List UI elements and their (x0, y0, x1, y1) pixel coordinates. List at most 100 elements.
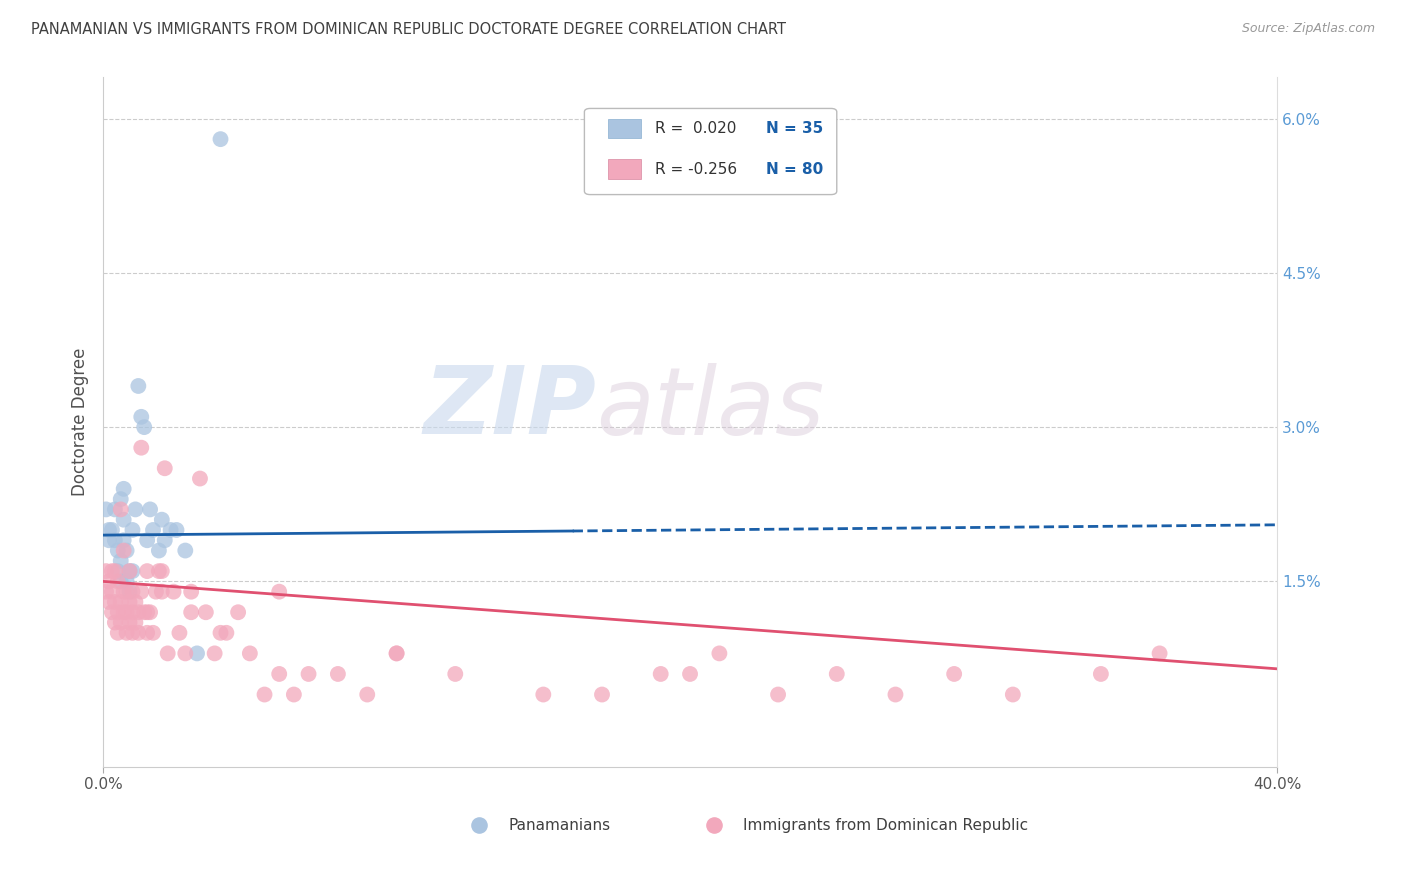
Point (139, 605, 162, 619)
Point (112, 543, 135, 558)
Point (180, 584, 202, 599)
Point (174, 543, 197, 558)
Point (186, 646, 208, 660)
Point (127, 625, 149, 640)
Point (129, 409, 152, 424)
Point (107, 543, 129, 558)
Point (884, 688, 907, 702)
Point (104, 533, 127, 548)
Point (104, 502, 127, 516)
Point (121, 584, 143, 599)
Point (110, 574, 132, 589)
Point (118, 564, 141, 578)
Point (134, 420, 156, 434)
Point (124, 595, 146, 609)
Point (104, 595, 127, 609)
Point (385, 646, 408, 660)
Point (118, 615, 141, 630)
Point (118, 584, 141, 599)
Point (115, 543, 138, 558)
Text: PANAMANIAN VS IMMIGRANTS FROM DOMINICAN REPUBLIC DOCTORATE DEGREE CORRELATION CH: PANAMANIAN VS IMMIGRANTS FROM DOMINICAN … (31, 22, 786, 37)
Point (107, 605, 129, 619)
Point (943, 667, 966, 681)
Point (134, 605, 156, 619)
Point (127, 379, 149, 393)
Point (150, 584, 173, 599)
Point (115, 584, 138, 599)
Point (650, 667, 672, 681)
Point (115, 625, 138, 640)
Point (297, 667, 319, 681)
Point (112, 533, 135, 548)
Point (107, 574, 129, 589)
Point (107, 564, 129, 578)
Point (136, 564, 159, 578)
Point (94, 502, 117, 516)
Point (110, 502, 132, 516)
Point (356, 688, 378, 702)
Point (162, 584, 184, 599)
Text: ZIP: ZIP (423, 362, 596, 454)
Text: Immigrants from Dominican Republic: Immigrants from Dominican Republic (742, 818, 1028, 832)
Point (104, 615, 127, 630)
Point (121, 605, 143, 619)
Point (153, 461, 176, 475)
Point (531, 688, 554, 702)
Point (94, 584, 117, 599)
Point (98, 574, 121, 589)
Point (112, 584, 135, 599)
Point (1090, 667, 1112, 681)
Point (142, 523, 165, 537)
Point (166, 523, 188, 537)
Point (121, 523, 143, 537)
Point (112, 513, 135, 527)
Point (209, 132, 232, 146)
Point (253, 688, 276, 702)
Point (129, 584, 152, 599)
Point (145, 584, 167, 599)
Point (825, 667, 848, 681)
Point (709, 646, 731, 660)
Point (194, 605, 217, 619)
Point (1001, 688, 1024, 702)
Point (150, 564, 173, 578)
Point (156, 646, 179, 660)
Point (129, 441, 152, 455)
Point (101, 584, 124, 599)
Point (180, 605, 202, 619)
Point (118, 564, 141, 578)
Point (148, 543, 170, 558)
Point (142, 625, 165, 640)
Point (679, 667, 702, 681)
Point (110, 492, 132, 507)
Point (110, 554, 132, 568)
Point (269, 584, 291, 599)
Point (101, 605, 124, 619)
Text: atlas: atlas (596, 363, 824, 454)
Point (98, 595, 121, 609)
FancyBboxPatch shape (585, 109, 837, 194)
Text: Source: ZipAtlas.com: Source: ZipAtlas.com (1241, 22, 1375, 36)
Point (148, 564, 170, 578)
Point (104, 564, 127, 578)
Point (101, 564, 124, 578)
Point (444, 667, 467, 681)
Point (385, 646, 408, 660)
Text: N = 35: N = 35 (766, 121, 824, 136)
Y-axis label: Doctorate Degree: Doctorate Degree (72, 348, 89, 496)
Point (159, 523, 181, 537)
Point (94, 564, 117, 578)
Point (204, 646, 226, 660)
Point (98, 523, 121, 537)
Point (591, 688, 613, 702)
Point (188, 471, 211, 485)
Point (169, 625, 191, 640)
Point (209, 625, 232, 640)
Point (110, 615, 132, 630)
Text: Panamanians: Panamanians (508, 818, 610, 832)
FancyBboxPatch shape (607, 119, 641, 138)
Point (115, 605, 138, 619)
Point (1149, 646, 1171, 660)
Point (112, 605, 135, 619)
Point (98, 533, 121, 548)
